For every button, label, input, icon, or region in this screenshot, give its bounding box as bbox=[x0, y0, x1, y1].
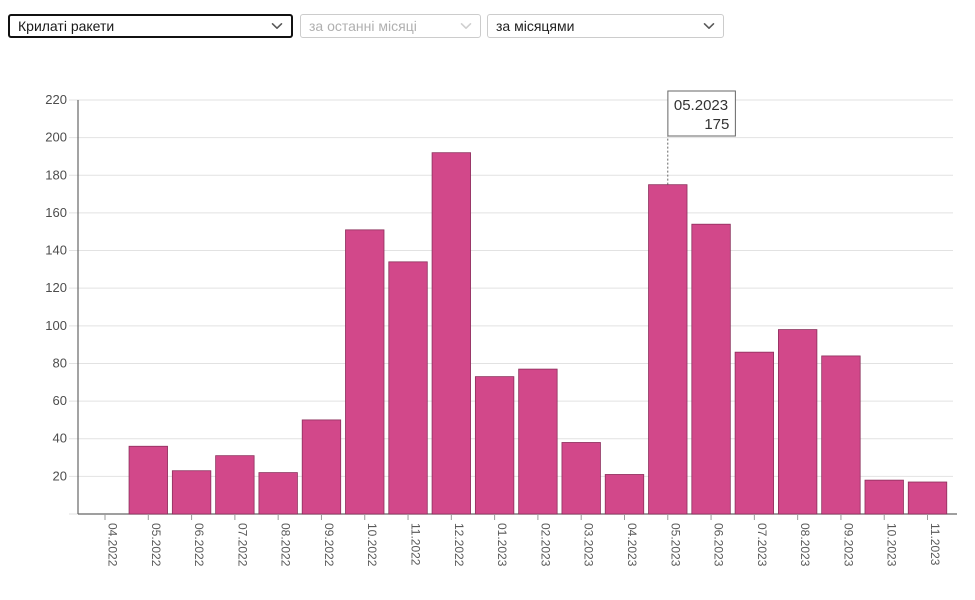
svg-text:80: 80 bbox=[53, 355, 67, 370]
svg-text:220: 220 bbox=[45, 92, 67, 107]
svg-text:20: 20 bbox=[53, 468, 67, 483]
svg-text:05.2022: 05.2022 bbox=[149, 523, 163, 567]
svg-text:03.2023: 03.2023 bbox=[582, 523, 596, 567]
svg-text:12.2022: 12.2022 bbox=[452, 523, 466, 567]
svg-text:10.2022: 10.2022 bbox=[365, 523, 379, 567]
svg-text:120: 120 bbox=[45, 280, 67, 295]
svg-text:07.2022: 07.2022 bbox=[235, 523, 249, 567]
svg-text:02.2023: 02.2023 bbox=[538, 523, 552, 567]
svg-text:10.2023: 10.2023 bbox=[885, 523, 899, 567]
svg-text:180: 180 bbox=[45, 167, 67, 182]
svg-text:04.2023: 04.2023 bbox=[625, 523, 639, 567]
svg-text:04.2022: 04.2022 bbox=[106, 523, 120, 567]
svg-text:07.2023: 07.2023 bbox=[755, 523, 769, 567]
svg-text:100: 100 bbox=[45, 318, 67, 333]
svg-text:05.2023: 05.2023 bbox=[674, 97, 728, 114]
svg-text:06.2022: 06.2022 bbox=[192, 523, 206, 567]
svg-text:40: 40 bbox=[53, 431, 67, 446]
svg-text:140: 140 bbox=[45, 243, 67, 258]
svg-text:09.2023: 09.2023 bbox=[841, 523, 855, 567]
svg-text:08.2023: 08.2023 bbox=[798, 523, 812, 567]
svg-text:08.2022: 08.2022 bbox=[279, 523, 293, 567]
svg-text:175: 175 bbox=[704, 116, 729, 133]
svg-text:09.2022: 09.2022 bbox=[322, 523, 336, 567]
svg-text:05.2023: 05.2023 bbox=[668, 523, 682, 567]
svg-text:11.2022: 11.2022 bbox=[409, 523, 423, 566]
svg-text:60: 60 bbox=[53, 393, 67, 408]
svg-text:06.2023: 06.2023 bbox=[712, 523, 726, 567]
svg-text:200: 200 bbox=[45, 130, 67, 145]
svg-text:01.2023: 01.2023 bbox=[495, 523, 509, 567]
svg-text:11.2023: 11.2023 bbox=[928, 523, 942, 566]
svg-text:160: 160 bbox=[45, 205, 67, 220]
